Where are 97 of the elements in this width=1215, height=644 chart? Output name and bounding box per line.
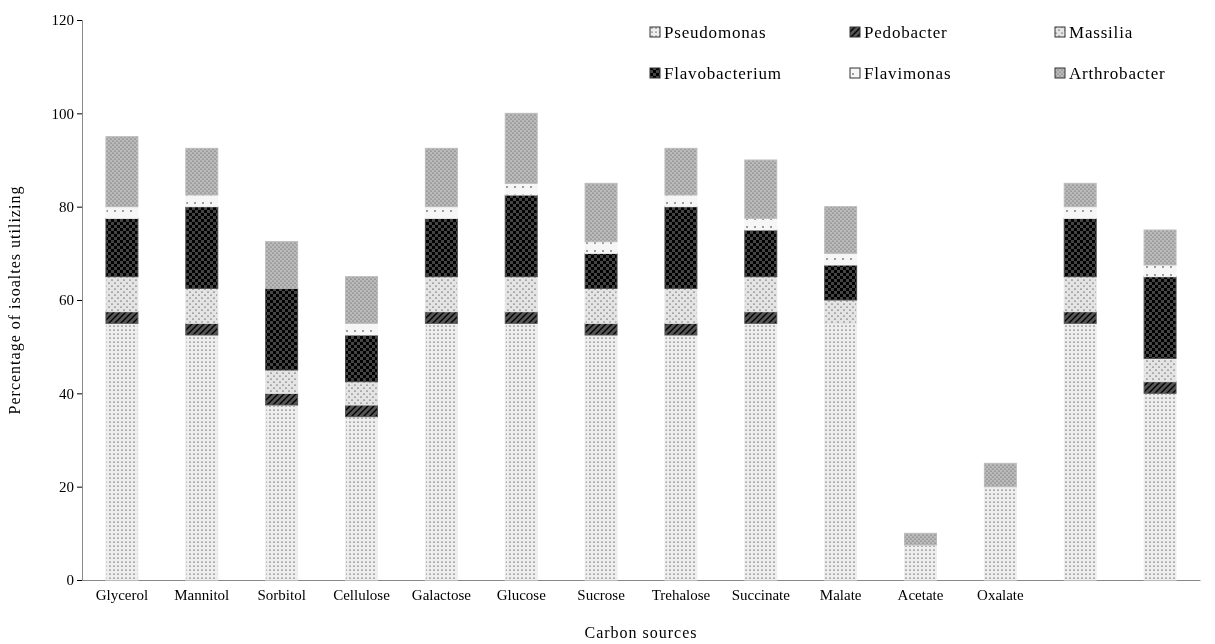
- bar: [424, 206, 458, 219]
- bar: [664, 206, 698, 289]
- bar: [504, 322, 538, 581]
- bar: [345, 276, 378, 324]
- x-axis-title: Carbon sources: [584, 624, 698, 641]
- bar: [265, 404, 299, 581]
- bar: [424, 276, 458, 313]
- bar: [1143, 392, 1177, 581]
- bar: [584, 287, 618, 324]
- legend-label: Pedobacter: [864, 23, 948, 42]
- bar: [584, 334, 618, 581]
- bar: [1063, 182, 1097, 208]
- bar: [105, 217, 139, 278]
- bar: [424, 147, 458, 208]
- legend-label: Flavimonas: [864, 64, 952, 83]
- x-tick-label: Succinate: [731, 586, 791, 603]
- bar: [744, 322, 778, 581]
- bar: [664, 287, 698, 324]
- bar: [105, 311, 139, 324]
- y-tick-label: 20: [59, 478, 74, 495]
- bar: [424, 311, 458, 324]
- bar: [1143, 229, 1177, 266]
- bar: [584, 182, 618, 243]
- bar: [584, 322, 618, 336]
- x-tick-label: Oxalate: [977, 586, 1025, 603]
- bar: [824, 206, 858, 254]
- bar: [1143, 264, 1177, 278]
- bar: [185, 322, 219, 336]
- bar: [345, 381, 378, 406]
- bar: [824, 264, 858, 301]
- bar: [105, 276, 139, 313]
- x-tick-label: Cellulose: [333, 586, 391, 603]
- bar: [983, 486, 1017, 581]
- bar: [744, 159, 778, 219]
- bar: [345, 334, 378, 383]
- bar: [345, 416, 378, 581]
- bar: [664, 334, 698, 581]
- bar: [504, 182, 538, 196]
- x-tick-label: Trehalose: [651, 586, 711, 603]
- bar: [345, 322, 378, 336]
- y-tick-label: 120: [51, 12, 74, 29]
- bar: [664, 194, 698, 208]
- legend-label: Massilia: [1069, 23, 1134, 42]
- y-tick-label: 40: [59, 385, 74, 402]
- x-tick-label: Mannitol: [174, 586, 230, 603]
- y-tick-label: 60: [59, 292, 74, 309]
- bar: [664, 322, 698, 336]
- bar: [1063, 276, 1097, 313]
- x-tick-label: Sorbitol: [257, 586, 306, 603]
- bar: [105, 322, 139, 581]
- bar: [105, 206, 139, 219]
- bar: [744, 217, 778, 231]
- bar: [744, 229, 778, 278]
- bar: [1143, 276, 1177, 359]
- y-tick-label: 100: [51, 105, 74, 122]
- legend-label: Arthrobacter: [1069, 64, 1166, 83]
- bar: [904, 544, 937, 581]
- y-tick-label: 0: [66, 572, 74, 589]
- bar: [1143, 357, 1177, 383]
- bar: [265, 287, 299, 371]
- bar: [1063, 322, 1097, 581]
- bar: [1063, 217, 1097, 278]
- bar: [185, 287, 219, 324]
- bar: [504, 194, 538, 278]
- bar: [1143, 381, 1177, 394]
- bar: [664, 147, 698, 196]
- bar: [1063, 311, 1097, 324]
- bar: [824, 252, 858, 266]
- x-tick-label: Glucose: [496, 586, 547, 603]
- bar: [265, 392, 299, 406]
- bar: [744, 311, 778, 324]
- bar: [504, 311, 538, 324]
- bar: [504, 276, 538, 313]
- bar: [424, 322, 458, 581]
- x-tick-label: Glycerol: [95, 586, 149, 603]
- bar: [504, 112, 538, 184]
- bar: [584, 241, 618, 254]
- x-tick-label: Sucrose: [577, 586, 626, 603]
- bar: [744, 276, 778, 313]
- x-tick-label: Galactose: [411, 586, 472, 603]
- y-tick-label: 80: [59, 198, 74, 215]
- bar: [1063, 206, 1097, 219]
- bar: [265, 241, 299, 289]
- legend-label: Flavobacterium: [664, 64, 782, 83]
- x-tick-label: Acetate: [897, 586, 944, 603]
- bar: [584, 252, 618, 289]
- legend-label: Pseudomonas: [664, 23, 767, 42]
- bar: [185, 206, 219, 289]
- bar: [185, 147, 219, 196]
- bar: [185, 334, 219, 581]
- bar: [983, 462, 1017, 488]
- y-axis-title: Percentage of isoaltes utilizing: [6, 185, 24, 415]
- bar: [424, 217, 458, 278]
- x-tick-label: Malate: [819, 586, 862, 603]
- bar: [265, 369, 299, 394]
- bar: [904, 532, 937, 546]
- bar: [105, 136, 139, 208]
